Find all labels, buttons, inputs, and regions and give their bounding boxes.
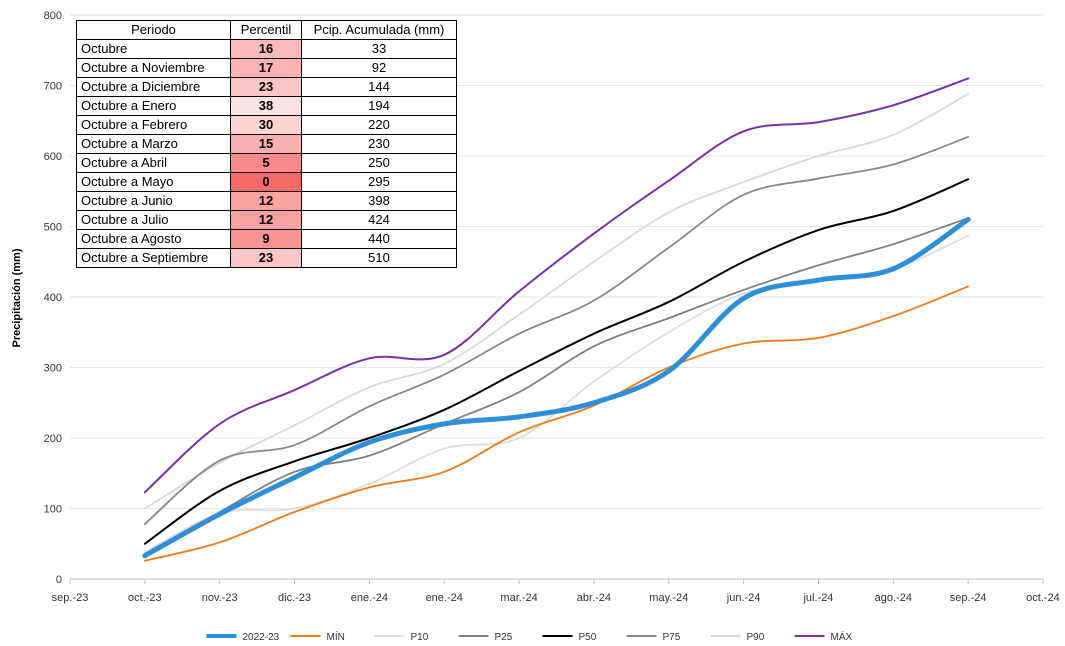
series-line-m-x — [143, 77, 970, 494]
table-header-row: Periodo Percentil Pcip. Acumulada (mm) — [76, 20, 457, 40]
period-cell: Octubre a Junio — [76, 191, 231, 211]
legend-label: P90 — [747, 632, 765, 643]
accumulated-cell: 440 — [301, 229, 457, 249]
accumulated-cell: 194 — [301, 96, 457, 116]
percentile-cell: 30 — [230, 115, 302, 135]
percentile-cell: 9 — [230, 229, 302, 249]
percentile-cell: 12 — [230, 210, 302, 230]
accumulated-cell: 398 — [301, 191, 457, 211]
y-tick-label: 700 — [44, 81, 62, 93]
table-row: Octubre a Septiembre 23 510 — [76, 248, 457, 268]
x-tick-label: sep.-23 — [52, 592, 89, 604]
percentile-cell: 38 — [230, 96, 302, 116]
table-row: Octubre a Junio 12 398 — [76, 191, 457, 211]
table-row: Octubre a Enero 38 194 — [76, 96, 457, 116]
period-cell: Octubre a Abril — [76, 153, 231, 173]
series-lines — [142, 77, 971, 562]
header-period: Periodo — [76, 20, 231, 40]
x-tick-label: oct.-23 — [128, 592, 162, 604]
period-cell: Octubre a Febrero — [76, 115, 231, 135]
period-cell: Octubre a Enero — [76, 96, 231, 116]
percentile-cell: 0 — [230, 172, 302, 192]
accumulated-cell: 220 — [301, 115, 457, 135]
x-tick-label: ene.-24 — [351, 592, 388, 604]
y-tick-label: 400 — [44, 292, 62, 304]
table-row: Octubre a Agosto 9 440 — [76, 229, 457, 249]
table-body: Octubre 16 33 Octubre a Noviembre 17 92 Octubr… — [76, 39, 457, 268]
percentile-cell: 12 — [230, 191, 302, 211]
table-row: Octubre a Febrero 30 220 — [76, 115, 457, 135]
legend-label: P75 — [663, 632, 681, 643]
percentile-cell: 23 — [230, 248, 302, 268]
table-row: Octubre a Abril 5 250 — [76, 153, 457, 173]
y-tick-label: 800 — [44, 10, 62, 22]
period-cell: Octubre a Septiembre — [76, 248, 231, 268]
header-accumulated: Pcip. Acumulada (mm) — [301, 20, 457, 40]
series-line-m-n — [143, 285, 970, 562]
series-line-2022-23 — [142, 216, 971, 559]
legend: 2022-23 MÍN P10 P25 P50 P75 P90 MÁX — [206, 630, 853, 643]
x-tick-label: oct.-24 — [1026, 592, 1060, 604]
table-row: Octubre a Marzo 15 230 — [76, 134, 457, 154]
y-tick-label: 500 — [44, 222, 62, 234]
period-cell: Octubre — [76, 39, 231, 59]
table-row: Octubre a Julio 12 424 — [76, 210, 457, 230]
x-tick-label: abr.-24 — [577, 592, 611, 604]
table-row: Octubre a Noviembre 17 92 — [76, 58, 457, 78]
series-line-p50 — [143, 178, 970, 545]
x-tick-label: mar.-24 — [500, 592, 537, 604]
series-line-p90 — [143, 93, 970, 510]
period-cell: Octubre a Marzo — [76, 134, 231, 154]
legend-label: MÍN — [327, 630, 345, 643]
series-line-p25 — [143, 217, 970, 558]
legend-label: 2022-23 — [243, 632, 280, 643]
y-tick-label: 0 — [56, 574, 62, 586]
accumulated-cell: 510 — [301, 248, 457, 268]
x-tick-label: dic.-23 — [278, 592, 311, 604]
x-tick-label: nov.-23 — [202, 592, 238, 604]
table-row: Octubre 16 33 — [76, 39, 457, 59]
period-cell: Octubre a Noviembre — [76, 58, 231, 78]
y-tick-label: 100 — [44, 504, 62, 516]
legend-label: MÁX — [831, 630, 853, 643]
series-line-p10 — [143, 234, 970, 554]
x-tick-label: ago.-24 — [875, 592, 912, 604]
accumulated-cell: 250 — [301, 153, 457, 173]
x-tick-label: ene.-24 — [426, 592, 463, 604]
y-tick-label: 600 — [44, 151, 62, 163]
y-axis-title: Precipitación (mm) — [11, 248, 23, 347]
period-cell: Octubre a Mayo — [76, 172, 231, 192]
x-tick-label: sep.-24 — [950, 592, 987, 604]
table-row: Octubre a Diciembre 23 144 — [76, 77, 457, 97]
y-tick-label: 200 — [44, 433, 62, 445]
series-line-p75 — [143, 136, 970, 525]
period-cell: Octubre a Diciembre — [76, 77, 231, 97]
legend-label: P50 — [579, 632, 597, 643]
accumulated-cell: 295 — [301, 172, 457, 192]
accumulated-cell: 144 — [301, 77, 457, 97]
legend-label: P25 — [495, 632, 513, 643]
accumulated-cell: 424 — [301, 210, 457, 230]
header-percentile: Percentil — [230, 20, 302, 40]
period-cell: Octubre a Julio — [76, 210, 231, 230]
accumulated-cell: 33 — [301, 39, 457, 59]
percentile-cell: 16 — [230, 39, 302, 59]
percentile-cell: 17 — [230, 58, 302, 78]
x-tick-label: jul.-24 — [802, 592, 833, 604]
percentile-summary-table: Periodo Percentil Pcip. Acumulada (mm) O… — [76, 20, 457, 268]
accumulated-cell: 92 — [301, 58, 457, 78]
percentile-cell: 5 — [230, 153, 302, 173]
accumulated-cell: 230 — [301, 134, 457, 154]
percentile-cell: 15 — [230, 134, 302, 154]
percentile-cell: 23 — [230, 77, 302, 97]
legend-label: P10 — [411, 632, 429, 643]
period-cell: Octubre a Agosto — [76, 229, 231, 249]
x-tick-label: jun.-24 — [726, 592, 761, 604]
table-row: Octubre a Mayo 0 295 — [76, 172, 457, 192]
y-tick-label: 300 — [44, 363, 62, 375]
x-tick-label: may.-24 — [649, 592, 688, 604]
